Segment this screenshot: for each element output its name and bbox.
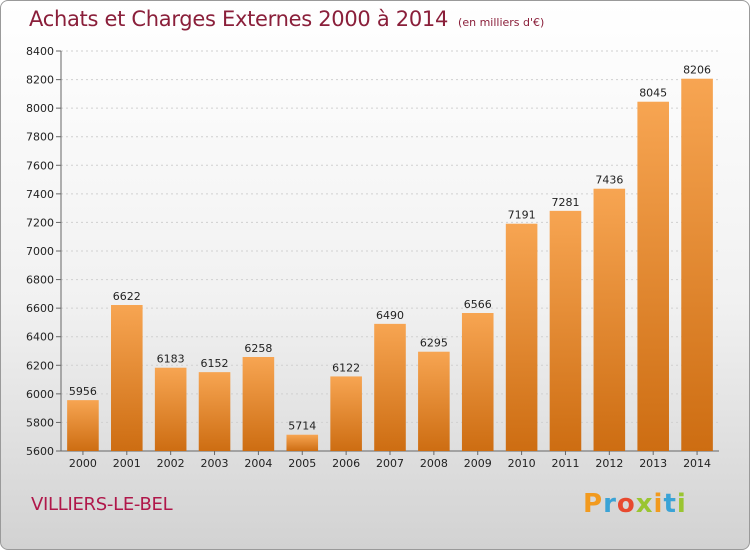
y-tick-label: 6200 <box>26 359 54 372</box>
value-label-2008: 6295 <box>420 337 448 350</box>
y-tick-labels: 5600 5800 6000 6200 6400 6600 6800 7000 7200 7400… <box>26 45 54 458</box>
bar-2002 <box>154 367 187 451</box>
value-label-2004: 6258 <box>244 342 272 355</box>
bar-2010 <box>505 223 538 451</box>
bar-2001 <box>111 305 143 451</box>
chart-title-text: Achats et Charges Externes 2000 à 2014 <box>29 7 449 31</box>
x-tick-label: 2008 <box>420 457 448 470</box>
bar-2008 <box>418 351 450 451</box>
value-label-2011: 7281 <box>551 196 579 209</box>
x-tick-label: 2009 <box>464 457 492 470</box>
x-tick-label: 2000 <box>69 457 97 470</box>
logo-letter: t <box>663 489 677 519</box>
y-tick-label: 6400 <box>26 331 54 344</box>
bar-2004 <box>242 357 275 451</box>
proxiti-logo[interactable]: Proxiti <box>583 489 687 519</box>
x-tick-label: 2001 <box>113 457 141 470</box>
logo-letter: i <box>653 489 664 519</box>
bar-2000 <box>67 400 99 451</box>
bar-2005 <box>286 434 319 451</box>
bar-2013 <box>637 101 669 451</box>
x-tick-labels: 2000 2001 2002 2003 2004 2005 2006 2007 2008 2009… <box>69 457 711 470</box>
y-tick-label: 7600 <box>26 159 54 172</box>
y-tick-label: 8200 <box>26 74 54 87</box>
x-tick-label: 2007 <box>376 457 404 470</box>
value-label-2014: 8206 <box>683 64 711 77</box>
bar-2014 <box>681 78 713 451</box>
bar-2011 <box>549 210 582 451</box>
y-tick-label: 6000 <box>26 388 54 401</box>
x-tick-label: 2003 <box>201 457 229 470</box>
bar-2012 <box>593 188 626 451</box>
y-tick-label: 7000 <box>26 245 54 258</box>
chart-subtitle: (en milliers d'€) <box>458 16 545 29</box>
value-label-2012: 7436 <box>595 174 623 187</box>
x-tick-label: 2013 <box>639 457 667 470</box>
value-label-2007: 6490 <box>376 309 404 322</box>
logo-letter: P <box>583 489 604 519</box>
y-tick-label: 6600 <box>26 302 54 315</box>
x-tick-label: 2004 <box>244 457 272 470</box>
x-tick-label: 2012 <box>595 457 623 470</box>
y-tick-label: 8400 <box>26 45 54 58</box>
x-tick-label: 2005 <box>288 457 316 470</box>
x-tick-label: 2011 <box>551 457 579 470</box>
y-tick-label: 6800 <box>26 274 54 287</box>
chart-title: Achats et Charges Externes 2000 à 2014 (e… <box>29 7 544 31</box>
bar-2003 <box>198 372 231 451</box>
value-label-2002: 6183 <box>157 353 185 366</box>
logo-letter: x <box>635 489 654 519</box>
value-label-2013: 8045 <box>639 87 667 100</box>
value-label-2000: 5956 <box>69 385 97 398</box>
y-tick-label: 7800 <box>26 131 54 144</box>
y-tick-label: 7400 <box>26 188 54 201</box>
value-labels: 5956 6622 6183 6152 6258 5714 6122 6490 6295 6566… <box>69 64 711 433</box>
x-tick-label: 2014 <box>683 457 711 470</box>
value-label-2009: 6566 <box>464 298 492 311</box>
bar-2009 <box>461 313 494 451</box>
y-tick-label: 5600 <box>26 445 54 458</box>
logo-letter: o <box>616 489 636 519</box>
bars <box>67 78 713 451</box>
bar-2007 <box>374 323 406 451</box>
y-tick-label: 5800 <box>26 416 54 429</box>
logo-letter: r <box>603 489 617 519</box>
x-tick-label: 2002 <box>157 457 185 470</box>
value-label-2005: 5714 <box>288 420 316 433</box>
logo-letter: i <box>676 489 687 519</box>
x-tick-label: 2010 <box>508 457 536 470</box>
bar-2006 <box>330 376 362 451</box>
y-tick-label: 7200 <box>26 216 54 229</box>
y-tick-label: 8000 <box>26 102 54 115</box>
value-label-2001: 6622 <box>113 290 141 303</box>
x-tick-label: 2006 <box>332 457 360 470</box>
value-label-2010: 7191 <box>508 209 536 222</box>
value-label-2003: 6152 <box>201 357 229 370</box>
commune-name: VILLIERS-LE-BEL <box>31 494 173 515</box>
value-label-2006: 6122 <box>332 361 360 374</box>
